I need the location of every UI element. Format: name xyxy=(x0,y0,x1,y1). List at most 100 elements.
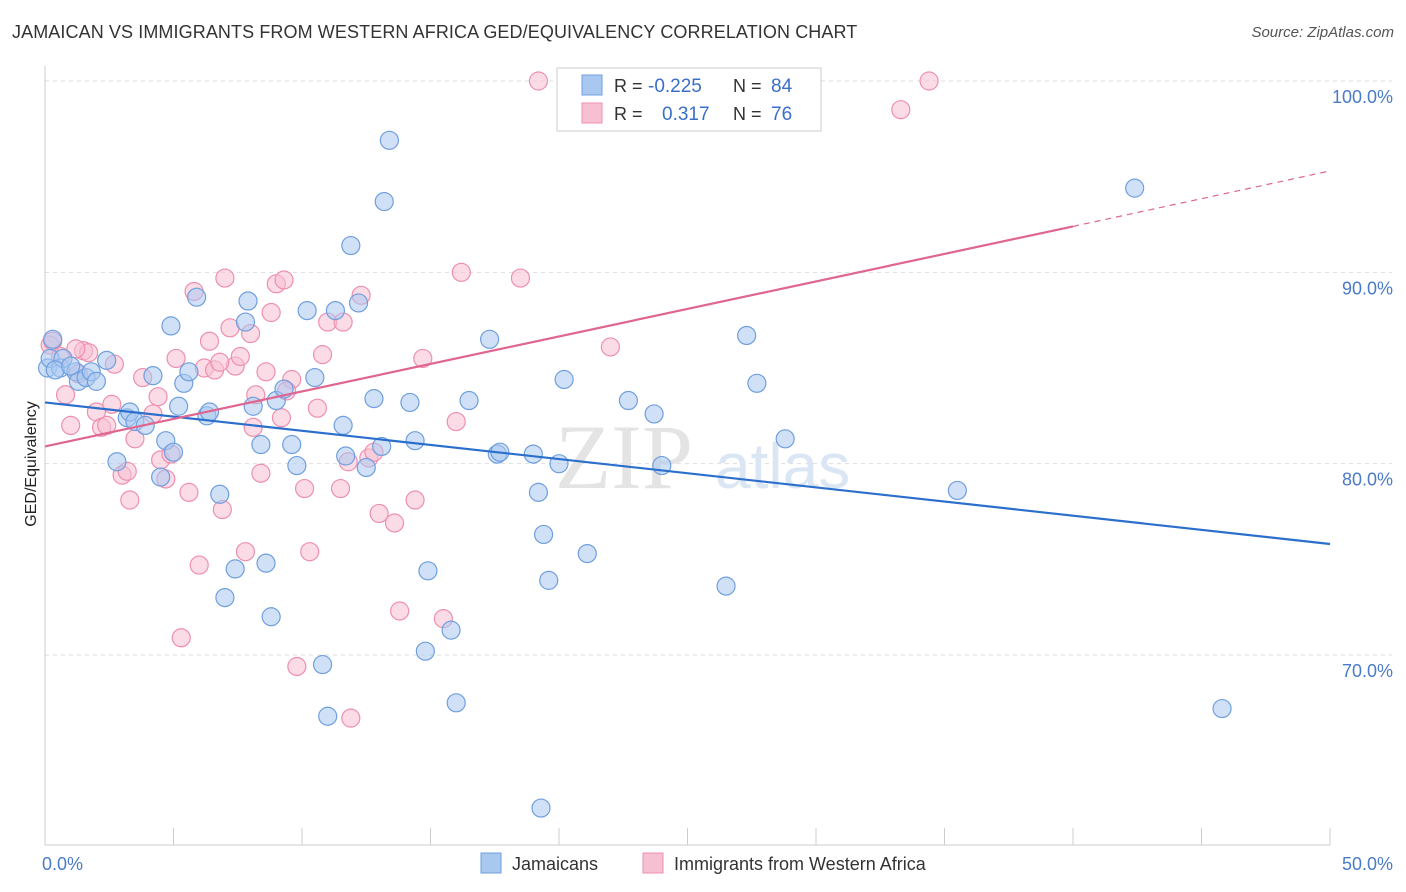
point-jamaicans xyxy=(459,390,479,411)
trend-line-immigrants-extension xyxy=(1072,170,1331,227)
point-jamaicans xyxy=(533,524,554,545)
x-tick-labels: 0.0% 50.0% xyxy=(42,854,1393,874)
point-immigrants xyxy=(166,348,186,369)
point-jamaicans xyxy=(539,570,559,590)
point-immigrants xyxy=(294,478,315,499)
point-immigrants xyxy=(369,503,389,524)
point-immigrants xyxy=(274,270,294,290)
point-immigrants xyxy=(230,346,250,367)
point-immigrants xyxy=(55,385,76,405)
point-jamaicans xyxy=(97,350,117,370)
point-immigrants xyxy=(271,408,292,428)
y-tick-label: 90.0% xyxy=(1342,278,1393,298)
trend-line-immigrants xyxy=(44,225,1074,448)
point-immigrants xyxy=(251,463,271,483)
point-immigrants xyxy=(189,555,209,575)
point-jamaicans xyxy=(372,436,392,457)
point-jamaicans xyxy=(86,371,107,391)
point-immigrants xyxy=(600,337,621,357)
point-immigrants xyxy=(256,362,276,382)
trend-line-jamaicans xyxy=(44,401,1331,546)
point-jamaicans xyxy=(341,235,361,256)
point-jamaicans xyxy=(325,301,346,321)
legend-swatch-immigrants xyxy=(581,102,603,124)
point-immigrants xyxy=(235,542,256,562)
point-jamaicans xyxy=(210,484,230,504)
legend-r-label-2: R = xyxy=(614,104,643,124)
point-jamaicans xyxy=(318,706,338,726)
point-jamaicans xyxy=(297,301,317,321)
point-jamaicans xyxy=(554,369,574,390)
point-jamaicans xyxy=(364,389,384,409)
source-label: Source: ZipAtlas.com xyxy=(1251,24,1394,41)
y-axis-title: GED/Equivalency xyxy=(23,401,40,526)
point-jamaicans xyxy=(333,415,353,435)
point-immigrants xyxy=(384,513,405,533)
point-jamaicans xyxy=(747,373,767,393)
point-jamaicans xyxy=(225,559,245,579)
point-jamaicans xyxy=(179,362,199,382)
point-jamaicans xyxy=(43,329,63,349)
point-jamaicans xyxy=(405,431,425,451)
point-jamaicans xyxy=(305,367,325,388)
point-jamaicans xyxy=(441,620,461,640)
point-immigrants xyxy=(312,345,333,365)
point-jamaicans xyxy=(161,316,181,336)
series-jamaicans-points xyxy=(37,130,1232,818)
point-jamaicans xyxy=(1125,178,1145,198)
series-legend: Jamaicans Immigrants from Western Africa xyxy=(480,852,927,874)
point-jamaicans xyxy=(61,356,81,376)
point-immigrants xyxy=(243,417,263,437)
stats-legend: R = -0.225 N = 84 R = 0.317 N = 76 xyxy=(556,67,822,132)
point-immigrants xyxy=(97,415,117,435)
y-tick-label: 80.0% xyxy=(1342,470,1393,490)
point-jamaicans xyxy=(287,455,307,476)
point-immigrants xyxy=(179,482,199,502)
point-jamaicans xyxy=(348,293,369,313)
point-immigrants xyxy=(210,352,230,372)
gridlines xyxy=(45,80,1392,656)
point-jamaicans xyxy=(418,561,438,581)
watermark: ZIP atlas xyxy=(555,406,850,508)
point-jamaicans xyxy=(107,452,127,472)
point-jamaicans xyxy=(374,191,394,212)
point-immigrants xyxy=(148,387,168,407)
point-immigrants xyxy=(300,542,320,562)
point-immigrants xyxy=(390,601,410,621)
legend-n-label-2: N = xyxy=(733,104,762,124)
point-jamaicans xyxy=(716,576,736,596)
point-immigrants xyxy=(66,339,86,359)
point-immigrants xyxy=(120,490,140,510)
point-jamaicans xyxy=(379,130,399,150)
legend-n-label-1: N = xyxy=(733,76,762,96)
point-jamaicans xyxy=(256,553,276,573)
bottom-legend-swatch-jamaicans xyxy=(480,852,502,874)
legend-r-value-2: 0.317 xyxy=(662,104,710,125)
legend-swatch-jamaicans xyxy=(581,74,603,96)
point-jamaicans xyxy=(235,312,256,332)
y-tick-labels: 100.0% 90.0% 80.0% 70.0% xyxy=(1332,87,1393,681)
chart-title: JAMAICAN VS IMMIGRANTS FROM WESTERN AFRI… xyxy=(12,22,858,42)
point-immigrants xyxy=(528,71,549,91)
point-jamaicans xyxy=(644,404,664,424)
point-jamaicans xyxy=(251,434,271,455)
bottom-legend-jamaicans: Jamaicans xyxy=(512,854,598,874)
point-immigrants xyxy=(61,415,81,435)
point-immigrants xyxy=(919,71,939,91)
point-jamaicans xyxy=(446,693,466,713)
point-jamaicans xyxy=(238,291,258,311)
point-jamaicans xyxy=(163,442,184,462)
point-immigrants xyxy=(261,302,281,323)
y-tick-label: 100.0% xyxy=(1332,87,1393,107)
legend-n-value-1: 84 xyxy=(771,76,793,97)
point-jamaicans xyxy=(1212,698,1232,719)
point-jamaicans xyxy=(400,392,420,413)
point-jamaicans xyxy=(151,467,171,487)
point-immigrants xyxy=(891,100,911,120)
point-jamaicans xyxy=(415,641,435,661)
point-immigrants xyxy=(307,398,328,418)
point-jamaicans xyxy=(215,587,235,608)
point-jamaicans xyxy=(312,654,333,675)
x-tick-label: 0.0% xyxy=(42,854,83,874)
